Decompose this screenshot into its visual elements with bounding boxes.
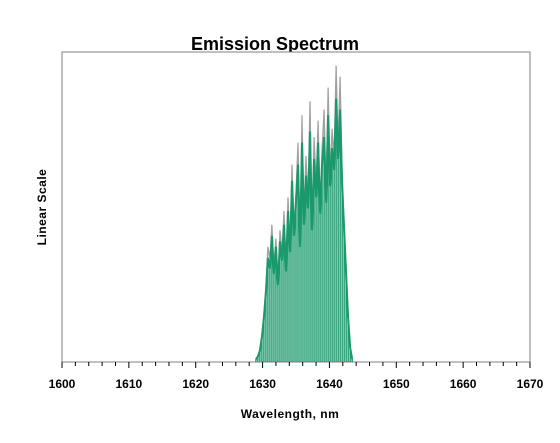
x-tick-label: 1620 — [182, 377, 209, 391]
series-line — [255, 98, 354, 360]
x-axis-label: Wavelength, nm — [241, 407, 340, 421]
x-tick-label: 1630 — [249, 377, 276, 391]
series-layer — [255, 65, 354, 362]
x-tick-label: 1600 — [49, 377, 76, 391]
x-tick-label: 1640 — [316, 377, 343, 391]
x-tick-label: 1660 — [450, 377, 477, 391]
x-ticks: 1600 1610 1620 1630 1640 1650 1660 1670 — [49, 362, 544, 391]
y-axis-label: Linear Scale — [35, 169, 49, 246]
x-tick-label: 1610 — [116, 377, 143, 391]
x-tick-label: 1670 — [517, 377, 544, 391]
x-tick-label: 1650 — [383, 377, 410, 391]
series-2 — [255, 98, 354, 362]
chart-title: Emission Spectrum — [191, 34, 359, 54]
